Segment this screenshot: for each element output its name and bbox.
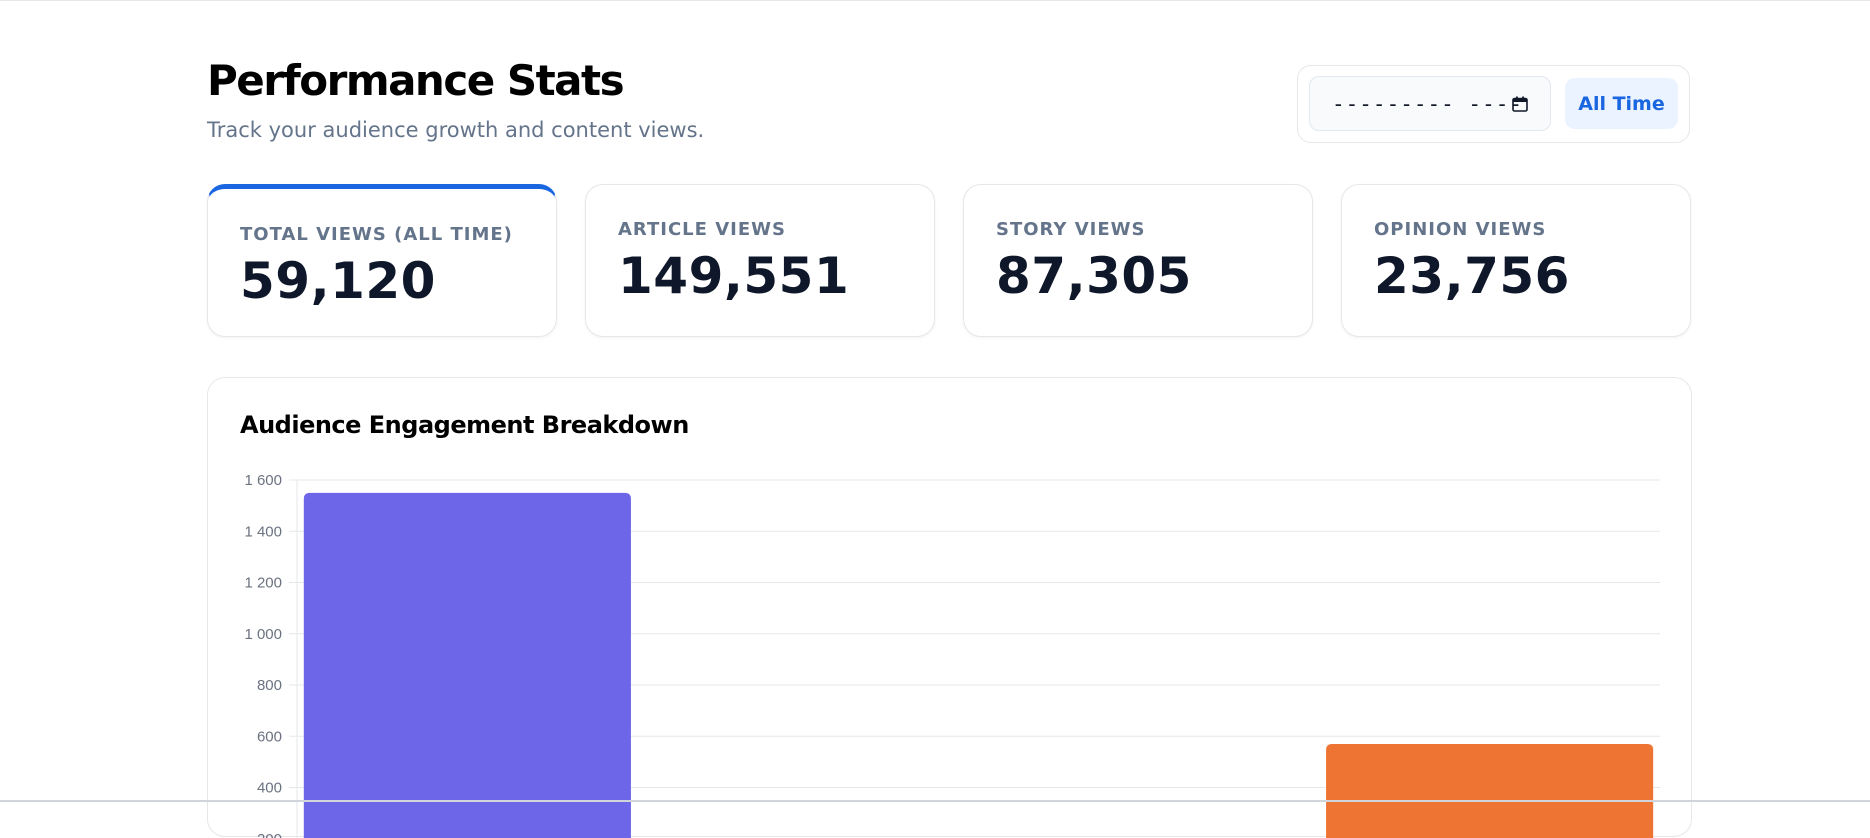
top-divider: [0, 0, 1870, 1]
y-tick-label: 1 400: [244, 523, 282, 540]
y-tick-label: 800: [257, 677, 282, 694]
stat-card-value: 23,756: [1374, 247, 1570, 305]
calendar-icon[interactable]: [1512, 96, 1528, 112]
chart-bar[interactable]: [303, 492, 631, 838]
y-tick-label: 200: [257, 831, 282, 838]
chart-title: Audience Engagement Breakdown: [240, 411, 689, 439]
stat-card-value: 59,120: [240, 252, 436, 310]
date-input[interactable]: --------- ----: [1309, 76, 1551, 131]
stat-card-story-views: STORY VIEWS 87,305: [963, 184, 1313, 337]
y-tick-label: 600: [257, 728, 282, 745]
stat-card-opinion-views: OPINION VIEWS 23,756: [1341, 184, 1691, 337]
y-tick-label: 1 000: [244, 626, 282, 643]
y-tick-label: 1 200: [244, 575, 282, 592]
date-filter-bar: --------- ---- All Time: [1297, 65, 1690, 143]
page-title: Performance Stats: [207, 56, 625, 105]
stat-card-label: ARTICLE VIEWS: [618, 219, 786, 240]
stat-card-total-views: TOTAL VIEWS (ALL TIME) 59,120: [207, 184, 557, 337]
stat-card-article-views: ARTICLE VIEWS 149,551: [585, 184, 935, 337]
y-tick-label: 1 600: [244, 472, 282, 489]
stat-card-value: 87,305: [996, 247, 1192, 305]
stat-card-label: OPINION VIEWS: [1374, 219, 1547, 240]
chart-bar[interactable]: [1326, 743, 1654, 838]
date-input-value: --------- ----: [1332, 91, 1524, 116]
stat-card-value: 149,551: [618, 247, 850, 305]
page-subtitle: Track your audience growth and content v…: [207, 118, 705, 142]
all-time-button[interactable]: All Time: [1565, 78, 1678, 129]
engagement-bar-chart: 200 400 600 800 1 000 1 200 1 400 1 600: [244, 472, 1660, 838]
y-tick-label: 400: [257, 780, 282, 797]
engagement-chart-card: Audience Engagement Breakdown 200 400 600 8…: [207, 377, 1692, 838]
bottom-divider: [0, 800, 1870, 802]
stat-card-label: TOTAL VIEWS (ALL TIME): [240, 224, 513, 245]
stat-card-label: STORY VIEWS: [996, 219, 1146, 240]
